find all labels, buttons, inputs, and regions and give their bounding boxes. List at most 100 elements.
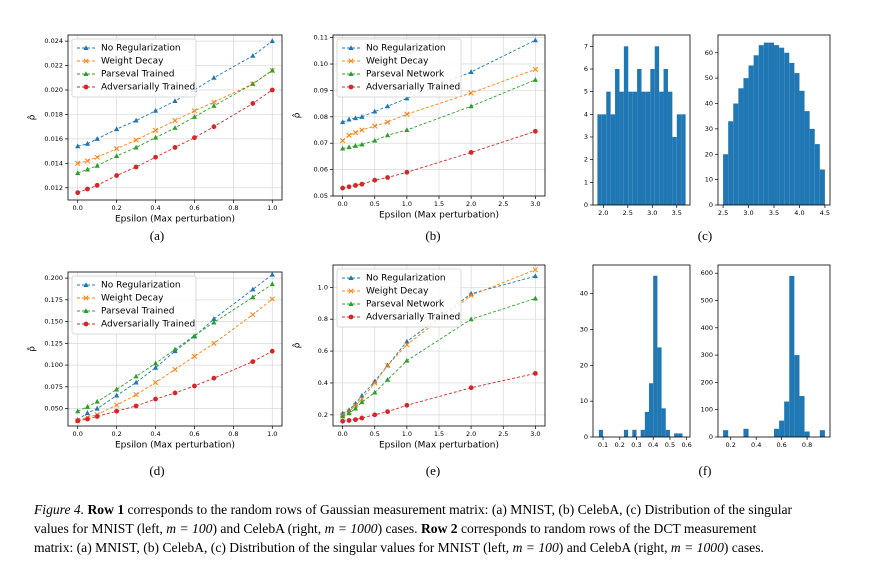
data-point	[532, 273, 538, 279]
data-point	[94, 414, 100, 419]
data-point	[133, 403, 139, 409]
y-tick-label: 0	[709, 201, 713, 209]
y-tick-label: 0.2	[318, 411, 328, 419]
histogram-bar	[799, 90, 805, 205]
y-tick-label: 5	[584, 88, 588, 96]
x-tick-label: 0.2	[726, 441, 736, 449]
data-point	[211, 103, 217, 108]
histogram-bar	[598, 429, 604, 437]
data-point	[404, 342, 410, 348]
data-point	[250, 101, 256, 106]
data-point	[372, 137, 378, 143]
y-tick-label: 0.06	[314, 166, 328, 174]
histogram-bar	[809, 128, 815, 205]
data-point	[114, 392, 120, 398]
caption-text: m = 1000	[324, 521, 378, 536]
histogram-bar	[789, 62, 795, 205]
data-point	[353, 417, 358, 423]
data-point	[191, 353, 198, 360]
panel-label: (a)	[150, 228, 164, 243]
data-point	[211, 316, 217, 321]
y-axis-label: ρ̂	[292, 112, 303, 118]
x-tick-label: 0.0	[337, 430, 347, 438]
histogram-bar	[784, 52, 790, 205]
y-tick-label: 0.018	[44, 110, 63, 118]
y-tick-label: 40	[705, 100, 713, 108]
data-point	[372, 123, 378, 129]
data-point	[94, 154, 100, 160]
x-tick-label: 0.4	[751, 441, 761, 449]
data-point	[192, 383, 197, 389]
legend-marker	[348, 288, 354, 294]
legend-label: Adversarially Trained	[101, 320, 195, 330]
x-tick-label: 2.0	[466, 200, 476, 208]
data-point	[114, 126, 120, 132]
caption: Figure 4. Row 1 corresponds to the rando…	[34, 500, 854, 557]
data-point	[269, 281, 275, 287]
y-tick-label: 0	[709, 433, 713, 441]
data-point	[404, 338, 410, 344]
histogram-bar	[597, 114, 602, 205]
y-tick-label: 300	[701, 351, 713, 359]
histogram-bar	[794, 73, 800, 206]
histogram-bar	[654, 46, 660, 206]
legend-box	[71, 275, 197, 335]
data-point	[152, 379, 159, 386]
x-tick-label: 0.5	[665, 441, 675, 449]
data-point	[372, 389, 378, 395]
legend-marker	[348, 45, 354, 50]
histogram-bar	[794, 355, 800, 437]
y-tick-label: 0.8	[318, 315, 328, 323]
x-tick-label: 0.8	[228, 204, 238, 212]
data-point	[84, 166, 91, 172]
data-point	[152, 364, 159, 370]
x-tick-label: 2.5	[623, 209, 633, 217]
y-tick-label: 20	[580, 361, 588, 369]
data-point	[75, 418, 81, 424]
y-tick-label: 50	[705, 74, 713, 82]
data-point	[75, 160, 81, 166]
y-tick-label: 10	[580, 397, 588, 405]
y-tick-label: 0.012	[44, 184, 63, 192]
x-tick-label: 0.0	[73, 204, 83, 212]
panel-label: (e)	[426, 463, 440, 478]
y-tick-label: 0.022	[44, 62, 63, 70]
y-tick-label: 0.016	[44, 135, 63, 143]
x-tick-label: 3.5	[672, 209, 682, 217]
histogram-bar	[623, 429, 629, 437]
caption-text: ) and CelebA (right,	[558, 540, 671, 555]
data-point	[269, 38, 275, 44]
x-tick-label: 1.5	[434, 430, 444, 438]
histogram-bar	[632, 429, 637, 437]
y-tick-label: 0.175	[44, 296, 63, 304]
y-tick-label: 0	[584, 201, 588, 209]
histogram-bar	[667, 91, 673, 205]
histogram-bar	[619, 91, 624, 205]
y-tick-label: 200	[701, 378, 713, 386]
caption-line: matrix: (a) MNIST, (b) CelebA, (c) Distr…	[34, 538, 854, 557]
y-tick-label: 7	[584, 42, 588, 50]
y-tick-label: 20	[705, 150, 713, 158]
data-point	[211, 375, 217, 381]
histogram-bar	[661, 408, 666, 437]
data-point	[75, 408, 81, 414]
histogram-bar	[743, 428, 749, 437]
y-tick-label: 1	[584, 178, 588, 186]
x-axis-label: Epsilon (Max perturbation)	[379, 211, 499, 221]
data-point	[532, 77, 538, 82]
histogram-bar	[738, 88, 744, 205]
y-tick-label: 400	[701, 324, 713, 332]
data-point	[372, 108, 378, 114]
histogram-bar	[672, 137, 677, 205]
data-point	[468, 385, 474, 391]
data-point	[372, 177, 378, 183]
y-tick-label: 0.10	[314, 60, 328, 68]
data-point	[340, 145, 346, 151]
data-point	[468, 103, 474, 109]
data-point	[352, 143, 359, 148]
legend-label: No Regularization	[366, 44, 446, 54]
data-point	[211, 319, 217, 325]
data-point	[353, 183, 358, 188]
histogram-bar	[763, 42, 769, 205]
legend-label: No Regularization	[366, 274, 446, 284]
